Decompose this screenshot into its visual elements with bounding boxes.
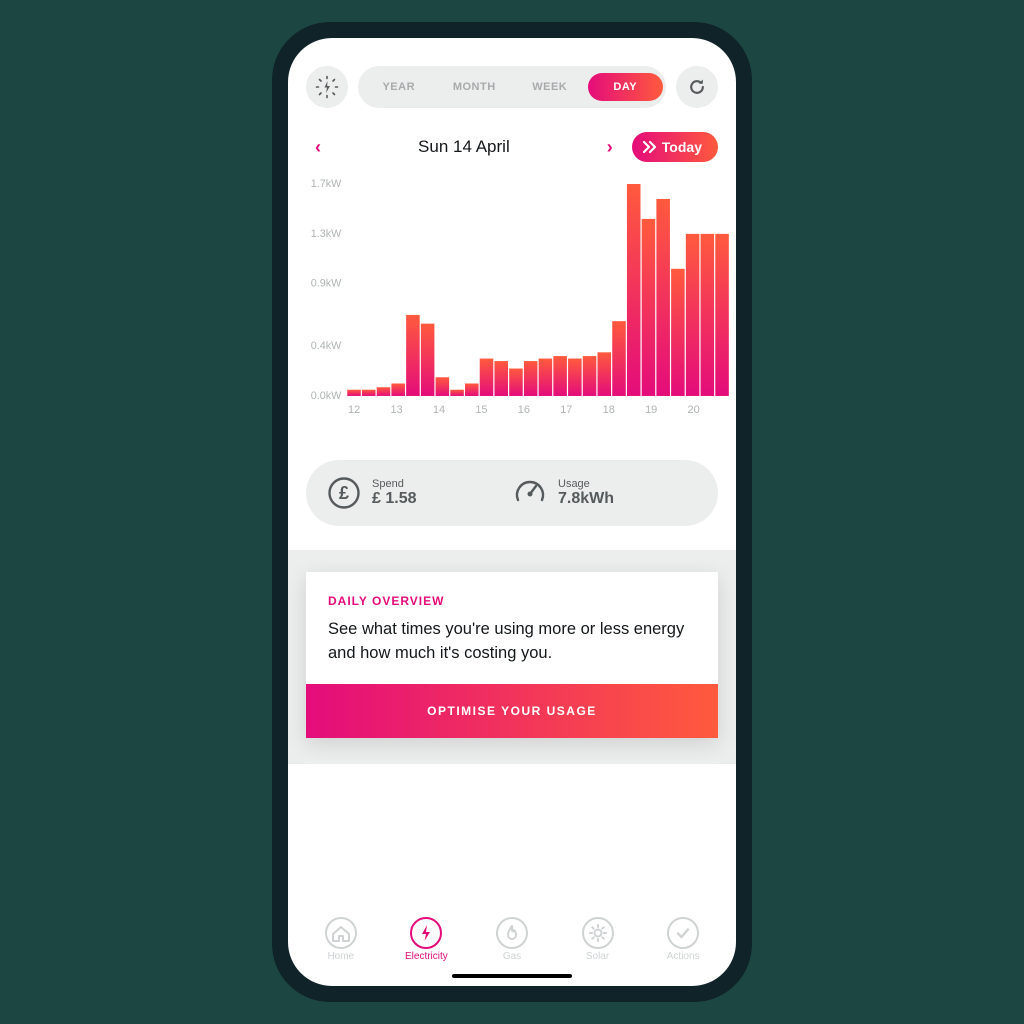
svg-text:0.9kW: 0.9kW	[311, 278, 342, 290]
spend-value: £ 1.58	[372, 490, 416, 508]
x-tick: 19	[645, 404, 687, 416]
nav-label: Actions	[667, 951, 700, 962]
home-indicator	[452, 974, 572, 978]
nav-label: Solar	[586, 951, 609, 962]
phone-screen: YEARMONTHWEEKDAY ‹ Sun 14 April › Today	[288, 38, 736, 986]
card-heading: DAILY OVERVIEW	[328, 594, 696, 608]
svg-text:0.4kW: 0.4kW	[311, 340, 342, 352]
usage-chart: 0.0kW 0.4kW 0.9kW 1.3kW 1.7kW 12131415161718…	[288, 168, 736, 424]
nav-solar[interactable]: Solar	[555, 917, 641, 962]
chevron-double-right-icon	[642, 140, 658, 154]
x-tick: 18	[603, 404, 645, 416]
card-text: See what times you're using more or less…	[328, 618, 696, 666]
pound-icon: £	[326, 475, 362, 511]
topbar: YEARMONTHWEEKDAY	[288, 38, 736, 118]
sun-bolt-icon	[315, 75, 339, 99]
energy-type-button[interactable]	[306, 66, 348, 108]
usage-stat: Usage 7.8kWh	[512, 475, 698, 511]
usage-label: Usage	[558, 478, 614, 490]
svg-text:1.3kW: 1.3kW	[311, 228, 342, 240]
range-week[interactable]: WEEK	[512, 73, 588, 101]
nav-home[interactable]: Home	[298, 917, 384, 962]
nav-label: Home	[327, 951, 354, 962]
range-year[interactable]: YEAR	[361, 73, 437, 101]
today-label: Today	[662, 139, 702, 155]
optimise-usage-button[interactable]: OPTIMISE YOUR USAGE	[306, 684, 718, 738]
x-tick: 20	[688, 404, 730, 416]
nav-gas[interactable]: Gas	[469, 917, 555, 962]
phone-frame: YEARMONTHWEEKDAY ‹ Sun 14 April › Today	[272, 22, 752, 1002]
nav-label: Electricity	[405, 951, 448, 962]
refresh-button[interactable]	[676, 66, 718, 108]
x-tick: 16	[518, 404, 560, 416]
date-label: Sun 14 April	[340, 137, 588, 157]
refresh-icon	[687, 77, 707, 97]
spend-stat: £ Spend £ 1.58	[326, 475, 512, 511]
prev-day-button[interactable]: ‹	[306, 137, 330, 158]
nav-label: Gas	[503, 951, 521, 962]
gauge-icon	[512, 475, 548, 511]
svg-text:£: £	[339, 483, 349, 503]
chart-x-labels: 121314151617181920	[308, 404, 730, 416]
check-icon	[667, 917, 699, 949]
today-button[interactable]: Today	[632, 132, 718, 162]
x-tick: 14	[433, 404, 475, 416]
svg-text:1.7kW: 1.7kW	[311, 178, 342, 190]
flame-icon	[496, 917, 528, 949]
usage-value: 7.8kWh	[558, 490, 614, 508]
nav-electricity[interactable]: Electricity	[384, 917, 470, 962]
overview-card: DAILY OVERVIEW See what times you're usi…	[306, 572, 718, 738]
svg-text:0.0kW: 0.0kW	[311, 390, 342, 402]
stats-summary: £ Spend £ 1.58 Usage	[306, 460, 718, 526]
date-navigation: ‹ Sun 14 April › Today	[288, 118, 736, 168]
cta-label: OPTIMISE YOUR USAGE	[427, 704, 597, 718]
x-tick: 15	[475, 404, 517, 416]
x-tick: 12	[348, 404, 390, 416]
next-day-button[interactable]: ›	[598, 137, 622, 158]
nav-actions[interactable]: Actions	[640, 917, 726, 962]
home-icon	[325, 917, 357, 949]
range-selector: YEARMONTHWEEKDAY	[358, 66, 666, 108]
range-day[interactable]: DAY	[588, 73, 664, 101]
sun-icon	[582, 917, 614, 949]
card-section: DAILY OVERVIEW See what times you're usi…	[288, 550, 736, 764]
x-tick: 17	[560, 404, 602, 416]
bolt-icon	[410, 917, 442, 949]
spend-label: Spend	[372, 478, 416, 490]
x-tick: 13	[390, 404, 432, 416]
range-month[interactable]: MONTH	[437, 73, 513, 101]
